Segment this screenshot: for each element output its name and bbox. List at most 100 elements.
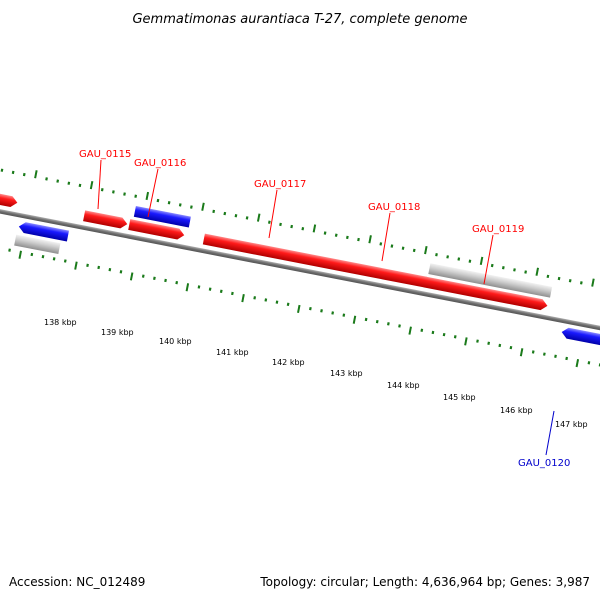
minor-tick — [554, 354, 557, 358]
minor-tick — [442, 332, 446, 337]
major-tick — [74, 261, 78, 270]
ruler-labels: 138 kbp 139 kbp 140 kbp 141 kbp 142 kbp … — [44, 318, 588, 429]
major-tick — [241, 293, 245, 303]
gene-arrow-gau-0119[interactable] — [423, 276, 549, 312]
major-tick — [519, 348, 524, 357]
major-tick — [256, 213, 261, 222]
summary-text: Topology: circular; Length: 4,636,964 bp… — [259, 575, 590, 589]
major-tick — [464, 337, 468, 346]
minor-tick — [41, 254, 45, 259]
backbone-line — [0, 203, 600, 346]
minor-tick — [568, 279, 572, 283]
minor-tick — [468, 259, 472, 263]
minor-tick — [342, 313, 346, 317]
minor-tick — [234, 214, 238, 218]
feature-grey-forward[interactable] — [428, 263, 553, 298]
minor-tick — [164, 278, 167, 283]
major-tick — [18, 250, 22, 259]
minor-tick — [357, 237, 360, 242]
major-tick — [145, 191, 150, 201]
feature-blue-forward[interactable] — [133, 205, 191, 228]
major-tick — [575, 358, 580, 368]
gene-arrow-gau-0116[interactable] — [128, 219, 185, 240]
minor-tick — [498, 343, 502, 348]
major-tick — [591, 278, 595, 287]
minor-tick — [346, 235, 349, 240]
minor-tick — [320, 309, 323, 313]
gene-arrow-gau-0118[interactable] — [343, 260, 432, 289]
major-tick — [479, 256, 484, 266]
major-tick — [297, 304, 301, 314]
minor-tick — [309, 306, 312, 311]
gene-arrow-gau-0120[interactable] — [561, 327, 600, 350]
minor-tick — [412, 248, 416, 253]
major-tick — [352, 315, 357, 324]
minor-tick — [509, 345, 513, 350]
gene-arrow-gau-0115[interactable] — [83, 210, 128, 229]
minor-tick — [178, 203, 182, 207]
minor-tick — [11, 170, 15, 175]
tick-label: 141 kbp — [216, 348, 249, 357]
minor-tick — [67, 181, 71, 185]
minor-tick — [334, 233, 338, 237]
gene-label-gau-0120[interactable]: GAU_0120 — [518, 458, 570, 469]
minor-tick — [45, 177, 48, 181]
major-tick — [424, 245, 428, 255]
gene-labels: GAU_0115 GAU_0116 GAU_0117 GAU_0118 GAU_… — [79, 149, 570, 469]
gene-arrow-edge-left[interactable] — [0, 192, 18, 208]
tick-label: 144 kbp — [387, 381, 420, 390]
major-tick — [185, 283, 190, 292]
minor-tick — [290, 224, 294, 229]
gene-arrow-reverse-left[interactable] — [18, 221, 69, 242]
minor-tick — [167, 201, 171, 205]
major-tick — [535, 267, 539, 276]
minor-tick — [208, 287, 212, 291]
gene-label-gau-0117[interactable]: GAU_0117 — [254, 179, 306, 190]
minor-tick — [212, 209, 216, 214]
gene-label-gau-0118[interactable]: GAU_0118 — [368, 202, 420, 213]
minor-tick — [401, 246, 405, 250]
major-tick — [312, 224, 317, 233]
minor-tick — [476, 339, 479, 343]
minor-tick — [264, 298, 268, 302]
tick-label: 145 kbp — [443, 393, 476, 402]
inner-tick-ring — [8, 248, 600, 368]
tick-label: 138 kbp — [44, 318, 77, 327]
feature-grey-reverse[interactable] — [14, 234, 61, 255]
gene-label-gau-0119[interactable]: GAU_0119 — [472, 224, 524, 235]
minor-tick — [457, 257, 461, 261]
major-tick — [89, 181, 94, 190]
minor-tick — [453, 335, 457, 339]
minor-tick — [390, 244, 394, 248]
minor-tick — [587, 361, 591, 365]
minor-tick — [119, 270, 123, 274]
minor-tick — [524, 270, 527, 274]
minor-tick — [0, 168, 4, 172]
minor-tick — [56, 179, 60, 183]
minor-tick — [245, 216, 249, 220]
outer-tick-ring — [0, 168, 595, 287]
minor-tick — [542, 352, 546, 356]
minor-tick — [231, 291, 234, 296]
gene-arrow-gau-0117[interactable] — [202, 233, 351, 273]
major-tick — [408, 326, 412, 335]
minor-tick — [387, 322, 390, 326]
minor-tick — [431, 330, 435, 335]
minor-tick — [375, 319, 379, 324]
minor-tick — [86, 263, 89, 268]
major-tick — [34, 170, 38, 179]
tick-label: 147 kbp — [555, 420, 588, 429]
minor-tick — [501, 266, 505, 270]
gene-label-gau-0116[interactable]: GAU_0116 — [134, 158, 186, 169]
minor-tick — [52, 257, 56, 261]
minor-tick — [490, 263, 494, 268]
minor-tick — [331, 311, 335, 315]
minor-tick — [275, 300, 279, 304]
major-tick — [201, 202, 205, 211]
minor-tick — [63, 259, 67, 263]
minor-tick — [565, 356, 569, 361]
minor-tick — [379, 242, 383, 246]
gene-label-gau-0115[interactable]: GAU_0115 — [79, 149, 131, 160]
minor-tick — [398, 324, 401, 328]
